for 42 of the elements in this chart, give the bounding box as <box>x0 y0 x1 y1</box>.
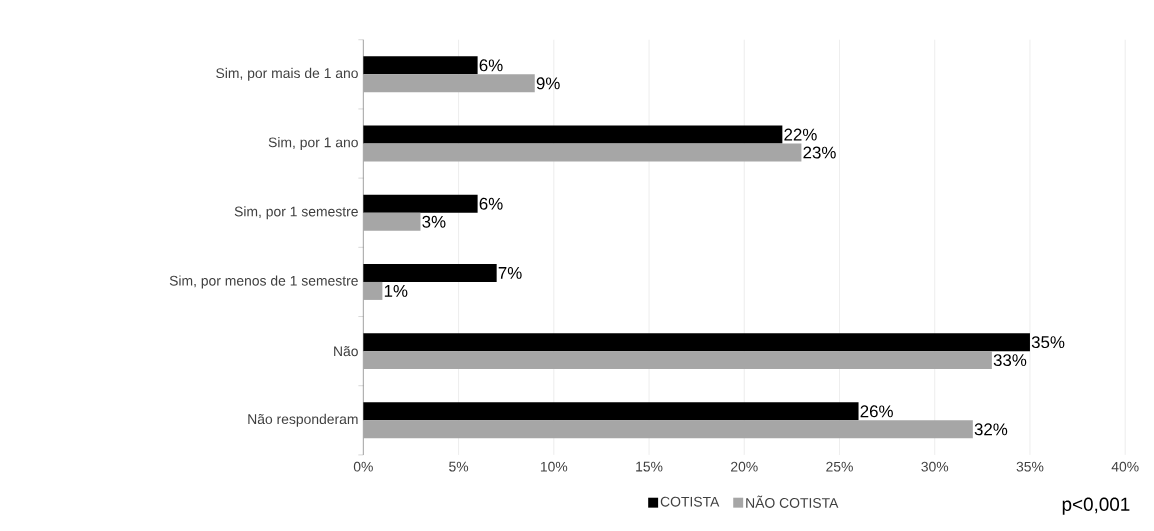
x-tick-label: 25% <box>826 461 853 472</box>
data-label: 1% <box>384 284 408 297</box>
data-label: 33% <box>993 353 1027 366</box>
bar <box>363 281 383 300</box>
data-label: 6% <box>479 197 503 210</box>
bar <box>363 212 421 231</box>
legend-label: COTISTA <box>660 496 720 507</box>
bar <box>363 143 802 162</box>
data-label: 26% <box>860 405 893 418</box>
data-label: 32% <box>974 423 1008 436</box>
y-tick-label: Não <box>334 345 358 356</box>
legend-label: NÃO COTISTA <box>746 495 839 508</box>
data-label: 35% <box>1031 335 1065 348</box>
y-tick-label: Não responderam <box>248 413 358 427</box>
data-label: 3% <box>422 215 446 228</box>
x-tick-label: 15% <box>636 461 663 472</box>
data-label: 23% <box>803 146 836 159</box>
text: p<0,001 <box>1062 497 1130 515</box>
data-label: 6% <box>479 59 503 72</box>
data-label: 7% <box>498 266 522 279</box>
x-tick-label: 35% <box>1016 461 1044 472</box>
y-tick-label: Sim, por 1 semestre <box>234 206 358 220</box>
bar <box>363 402 859 421</box>
x-tick-label: 5% <box>449 461 469 472</box>
x-tick-label: 0% <box>353 461 373 472</box>
bar <box>363 74 535 93</box>
bar <box>363 350 992 369</box>
bar <box>363 332 1030 351</box>
bar <box>363 125 783 144</box>
y-tick-label: Sim, por menos de 1 semestre <box>169 275 358 289</box>
bar <box>363 263 497 282</box>
data-label: 22% <box>784 128 817 141</box>
y-tick-label: Sim, por mais de 1 ano <box>216 67 358 81</box>
bar <box>363 56 478 75</box>
data-label: 9% <box>536 77 560 90</box>
x-tick-label: 10% <box>540 461 568 472</box>
bar <box>363 194 478 213</box>
x-tick-label: 40% <box>1111 461 1139 472</box>
y-tick-label: Sim, por 1 ano <box>268 136 358 150</box>
bar <box>363 420 973 439</box>
x-tick-label: 30% <box>921 461 949 472</box>
x-tick-label: 20% <box>731 461 758 472</box>
